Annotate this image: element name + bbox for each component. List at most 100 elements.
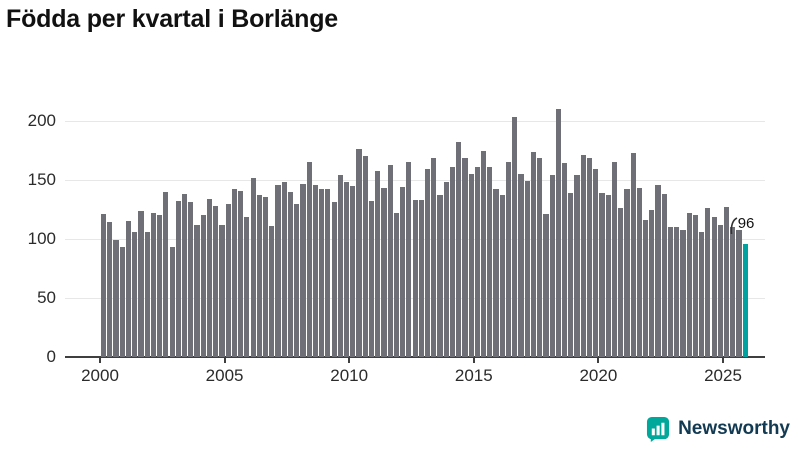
bar	[181, 194, 188, 357]
bar	[107, 222, 113, 357]
y-tick-label: 100	[27, 229, 56, 248]
bar	[175, 201, 181, 357]
bar	[599, 192, 605, 357]
bar	[393, 213, 399, 357]
bar	[101, 214, 107, 357]
x-tick-mark	[99, 358, 101, 363]
bar	[593, 169, 599, 357]
x-tick-label: 2025	[704, 366, 742, 385]
bar	[281, 182, 287, 357]
bar	[200, 215, 206, 357]
bar	[119, 247, 125, 357]
bar	[312, 184, 318, 357]
bar	[150, 213, 157, 357]
bar	[400, 187, 406, 357]
bar	[362, 156, 368, 357]
bar	[655, 184, 661, 357]
bar	[736, 229, 742, 357]
bar	[238, 190, 244, 357]
bar	[343, 182, 350, 357]
bar	[549, 175, 555, 357]
bar	[262, 196, 269, 357]
bar	[630, 152, 636, 357]
bar	[586, 157, 593, 357]
bar	[213, 205, 219, 357]
bar	[512, 117, 518, 357]
newsworthy-logo-icon	[647, 416, 670, 442]
bar	[499, 195, 505, 357]
bar	[443, 182, 449, 357]
bar	[125, 221, 132, 357]
bar	[730, 227, 736, 357]
bar	[518, 174, 524, 357]
bar	[294, 203, 300, 357]
bar	[169, 247, 175, 357]
bar	[163, 191, 169, 357]
gridline	[65, 121, 765, 122]
bar	[487, 167, 493, 357]
bar	[188, 202, 194, 357]
bar	[406, 162, 412, 357]
bar	[144, 231, 150, 357]
bar	[368, 201, 375, 357]
bar	[350, 185, 356, 357]
x-tick-mark	[597, 358, 600, 363]
bar	[331, 202, 337, 357]
x-axis	[65, 356, 765, 358]
bar	[468, 174, 474, 357]
bar	[605, 195, 611, 357]
bar	[231, 189, 238, 357]
bar	[580, 155, 586, 357]
bar	[699, 231, 705, 357]
bar	[437, 195, 443, 357]
bar	[493, 189, 499, 357]
bar	[562, 163, 568, 357]
y-tick-label: 150	[27, 170, 56, 189]
bar	[624, 189, 630, 357]
y-tick-label: 0	[46, 347, 56, 366]
bar	[431, 157, 437, 357]
value-annotation: 96	[729, 214, 755, 235]
bar	[449, 167, 456, 357]
highlighted-bar	[742, 243, 748, 357]
bar	[711, 216, 717, 357]
bar	[412, 200, 418, 357]
bar	[481, 150, 487, 357]
x-tick-mark	[472, 358, 475, 363]
bar	[505, 162, 512, 357]
bar	[381, 188, 387, 357]
bar	[206, 198, 213, 357]
bar	[306, 162, 312, 357]
bar	[705, 208, 711, 357]
bar	[387, 164, 393, 357]
x-tick-label: 2010	[330, 366, 369, 385]
bar	[643, 220, 649, 357]
bar	[674, 227, 680, 357]
bar	[667, 227, 674, 357]
bar	[250, 177, 256, 357]
bar	[618, 208, 624, 357]
bar	[530, 151, 537, 357]
bar	[568, 192, 574, 357]
newsworthy-logo: Newsworthy	[646, 416, 790, 442]
bar	[680, 229, 686, 357]
x-tick-mark	[722, 358, 724, 363]
x-tick-label: 2015	[454, 366, 493, 385]
bar	[537, 157, 543, 357]
bar	[157, 215, 163, 357]
bar	[356, 149, 362, 357]
bar	[225, 203, 231, 357]
bar	[724, 207, 730, 357]
annotation-label: 96	[737, 214, 755, 232]
bar	[636, 188, 642, 357]
bar	[717, 224, 723, 357]
x-tick-label: 2005	[205, 366, 244, 385]
bar	[543, 214, 549, 357]
bar	[649, 209, 655, 357]
bar	[287, 191, 294, 357]
bar	[325, 189, 331, 357]
bar	[113, 240, 119, 357]
x-tick-label: 2020	[579, 366, 618, 385]
bar	[661, 194, 667, 357]
